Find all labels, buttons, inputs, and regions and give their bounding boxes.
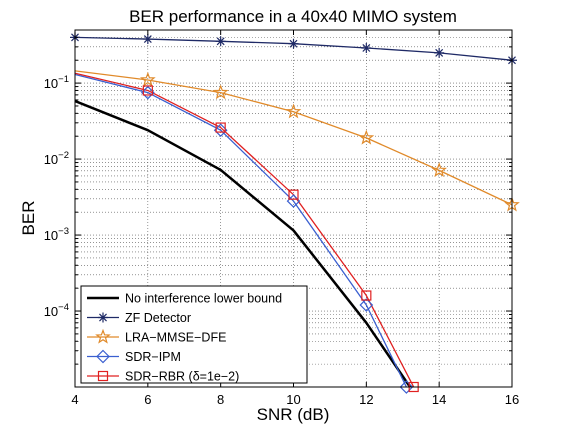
data-point bbox=[359, 298, 374, 312]
data-point bbox=[399, 380, 414, 394]
legend-label-2: LRA−MMSE−DFE bbox=[125, 331, 226, 345]
data-point bbox=[285, 103, 302, 119]
y-tick-label: 10−1 bbox=[44, 74, 69, 91]
series-line-0 bbox=[75, 99, 412, 387]
data-point bbox=[361, 290, 372, 301]
x-tick-label: 8 bbox=[217, 392, 224, 407]
series-line-4 bbox=[75, 72, 415, 387]
data-point bbox=[288, 189, 299, 200]
y-axis-label: BER bbox=[19, 201, 38, 236]
data-point bbox=[358, 129, 375, 145]
data-point bbox=[431, 162, 448, 178]
data-point bbox=[142, 34, 153, 45]
x-tick-label: 12 bbox=[359, 392, 373, 407]
y-tick-label: 10−2 bbox=[44, 150, 69, 167]
data-point bbox=[212, 84, 229, 100]
data-point bbox=[142, 85, 153, 96]
x-tick-label: 6 bbox=[144, 392, 151, 407]
legend-label-3: SDR−IPM bbox=[125, 350, 181, 364]
legend: No interference lower bound ZF Detector LR… bbox=[80, 285, 308, 384]
data-point bbox=[139, 71, 156, 87]
x-tick-label: 10 bbox=[286, 392, 300, 407]
data-point bbox=[215, 122, 226, 133]
legend-label-4: SDR−RBR (δ=1e−2) bbox=[125, 370, 239, 384]
data-point bbox=[215, 36, 226, 47]
legend-marker-3 bbox=[96, 349, 110, 364]
x-axis-label: SNR (dB) bbox=[257, 405, 330, 424]
series-line-2 bbox=[75, 70, 512, 206]
legend-marker-2 bbox=[95, 328, 111, 344]
axis-ticks: 4 6 8 10 12 14 16 10−1 10−2 10−3 10−4 bbox=[44, 30, 519, 407]
y-tick-label: 10−3 bbox=[44, 226, 69, 243]
x-tick-label: 14 bbox=[432, 392, 446, 407]
data-point bbox=[434, 47, 445, 58]
data-point bbox=[361, 42, 372, 53]
series-line-3 bbox=[75, 73, 407, 387]
data-point bbox=[288, 38, 299, 49]
y-tick-label: 10−4 bbox=[44, 302, 69, 319]
x-tick-label: 16 bbox=[505, 392, 519, 407]
legend-marker-4 bbox=[97, 370, 109, 382]
chart-title: BER performance in a 40x40 MIMO system bbox=[129, 7, 457, 26]
x-tick-label: 4 bbox=[71, 392, 78, 407]
legend-marker-1 bbox=[98, 312, 108, 323]
legend-box bbox=[80, 285, 308, 384]
legend-label-0: No interference lower bound bbox=[125, 292, 282, 306]
legend-label-1: ZF Detector bbox=[125, 311, 191, 325]
